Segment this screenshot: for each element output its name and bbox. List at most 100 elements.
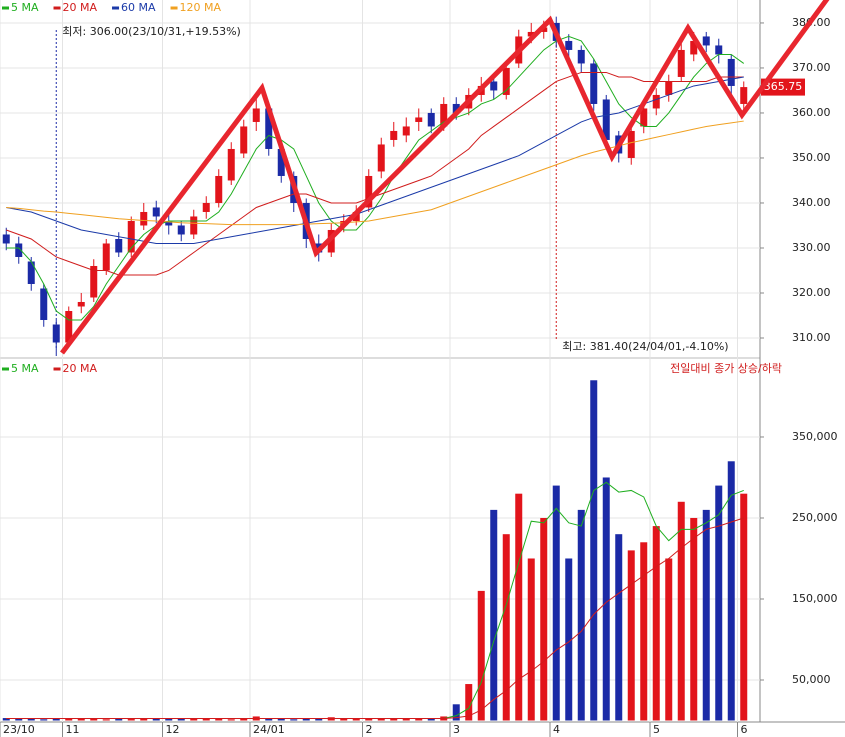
volume-bar xyxy=(465,684,473,721)
candle-body xyxy=(727,58,735,86)
candle-body xyxy=(215,175,223,203)
candle-body xyxy=(240,126,248,154)
candle-body xyxy=(640,108,648,127)
candle-body xyxy=(227,148,235,181)
candle-body xyxy=(502,67,510,95)
candle-body xyxy=(490,81,498,91)
candle-body xyxy=(740,87,748,104)
volume-bar xyxy=(552,485,560,721)
candle-body xyxy=(2,234,10,244)
volume-bar xyxy=(565,558,573,721)
candle-body xyxy=(27,261,35,284)
x-tick-label: 2 xyxy=(366,723,373,736)
candle-body xyxy=(402,126,410,136)
candle-body xyxy=(677,49,685,77)
candle-body xyxy=(440,103,448,127)
candle-body xyxy=(377,144,385,172)
volume-bar xyxy=(577,509,585,721)
x-tick-label: 12 xyxy=(166,723,180,736)
volume-bar xyxy=(515,493,523,721)
volume-bar xyxy=(215,718,223,721)
y-tick-label: 340.00 xyxy=(792,196,831,209)
volume-bar xyxy=(177,718,185,721)
volume-bar xyxy=(427,718,435,721)
volume-bar xyxy=(190,718,198,721)
candle-body xyxy=(690,40,698,55)
candle-body xyxy=(627,130,635,158)
volume-bar xyxy=(140,718,148,721)
volume-bar xyxy=(740,493,748,721)
volume-bar xyxy=(402,718,410,721)
volume-bar xyxy=(2,718,10,721)
legend-label: 120 MA xyxy=(180,1,222,14)
candle-body xyxy=(565,40,573,50)
legend-label: 20 MA xyxy=(63,362,98,375)
candle-body xyxy=(365,175,373,208)
volume-bar xyxy=(677,501,685,721)
volume-bar xyxy=(127,719,135,721)
candle-body xyxy=(165,220,173,226)
candle-body xyxy=(577,49,585,64)
volume-bar xyxy=(277,718,285,721)
legend-swatch xyxy=(2,6,9,10)
x-tick-label: 3 xyxy=(453,723,460,736)
legend-swatch xyxy=(170,6,178,10)
last-price-box xyxy=(761,78,805,96)
volume-bar xyxy=(240,718,248,721)
volume-bar xyxy=(690,517,698,721)
y-tick-label: 370.00 xyxy=(792,61,831,74)
candle-body xyxy=(152,207,160,217)
volume-bar xyxy=(377,718,385,721)
volume-bar xyxy=(590,380,598,721)
candle-body xyxy=(527,31,535,37)
x-tick-label: 4 xyxy=(553,723,560,736)
candle-body xyxy=(15,243,23,257)
x-tick-label: 6 xyxy=(741,723,748,736)
volume-bar xyxy=(202,718,210,721)
candle-body xyxy=(177,225,185,235)
x-tick-label: 24/01 xyxy=(253,723,285,736)
volume-bar xyxy=(490,509,498,721)
volume-bar xyxy=(115,718,123,721)
volume-bar xyxy=(265,718,273,721)
volume-bar xyxy=(702,509,710,721)
y-tick-label: 310.00 xyxy=(792,331,831,344)
y-tick-label: 320.00 xyxy=(792,286,831,299)
volume-bar xyxy=(627,550,635,721)
volume-bar xyxy=(102,719,110,721)
x-tick-label: 23/10 xyxy=(3,723,35,736)
volume-bar xyxy=(290,719,298,721)
legend-label: 60 MA xyxy=(121,1,156,14)
volume-bar xyxy=(665,558,673,721)
volume-bar xyxy=(77,718,85,721)
candle-body xyxy=(602,99,610,140)
legend-label: 5 MA xyxy=(11,362,39,375)
candle-body xyxy=(452,103,460,113)
volume-bar xyxy=(602,477,610,721)
volume-bar xyxy=(390,718,398,721)
volume-bar xyxy=(15,718,23,721)
volume-bar xyxy=(340,718,348,721)
volume-bar xyxy=(640,542,648,721)
volume-bar xyxy=(27,718,35,721)
volume-bar xyxy=(227,719,235,721)
volume-bar xyxy=(452,704,460,721)
ma-line xyxy=(6,517,744,719)
candle-body xyxy=(40,288,48,320)
volume-bar xyxy=(365,718,373,721)
x-tick-label: 11 xyxy=(66,723,80,736)
candle-body xyxy=(140,211,148,226)
candle-body xyxy=(665,81,673,95)
annotation: 최저: 306.00(23/10/31,+19.53%) xyxy=(62,25,241,38)
volume-bar xyxy=(715,485,723,721)
legend-swatch xyxy=(53,6,61,10)
ma-line xyxy=(6,76,744,244)
candle-body xyxy=(590,63,598,104)
candle-body xyxy=(352,211,360,221)
volume-bar xyxy=(502,534,510,721)
candle-body xyxy=(702,36,710,46)
legend-swatch xyxy=(53,367,61,371)
volume-bar xyxy=(302,718,310,721)
candle-body xyxy=(415,117,423,122)
